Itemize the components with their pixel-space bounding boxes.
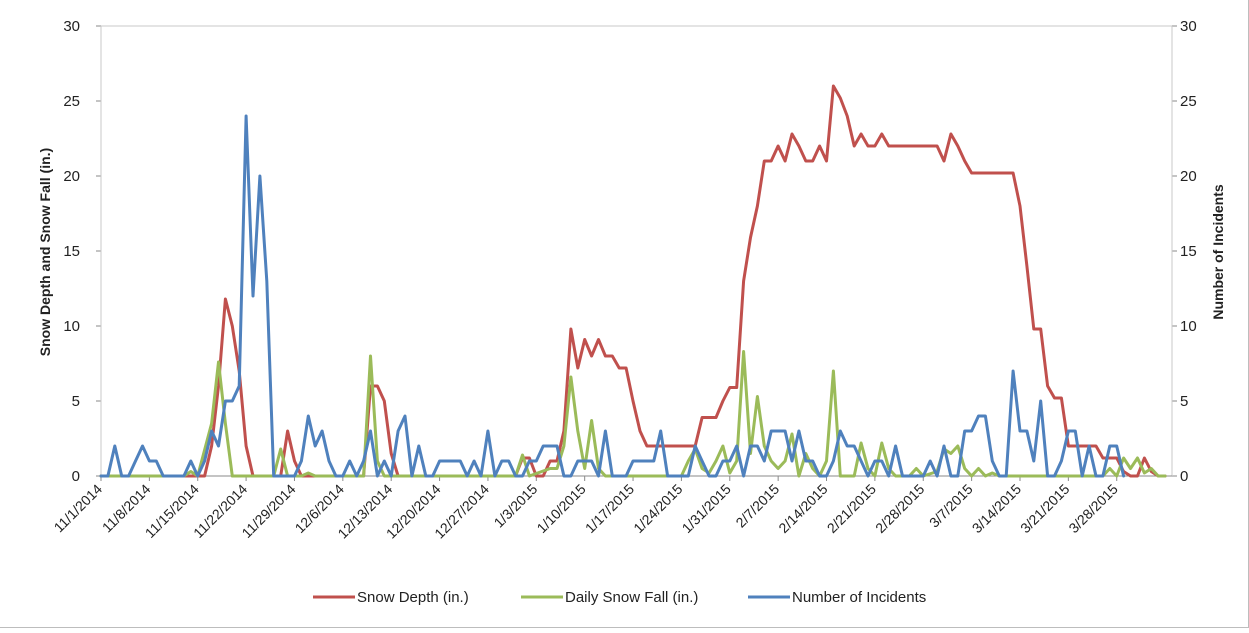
y-right-tick-label: 0 [1180,468,1188,485]
x-tick-label: 1/17/2015 [582,481,638,537]
legend-label: Snow Depth (in.) [357,589,469,606]
x-tick-label: 1/31/2015 [679,481,735,537]
x-tick-label: 3/7/2015 [926,481,976,531]
x-tick-label: 3/28/2015 [1065,481,1121,537]
y-left-tick-label: 0 [72,468,80,485]
y-axis-left-title: Snow Depth and Snow Fall (in.) [37,148,53,356]
x-tick-label: 2/14/2015 [775,481,831,537]
x-tick-label: 2/21/2015 [824,481,880,537]
y-right-tick-label: 10 [1180,318,1197,335]
y-left-tick-label: 5 [72,393,80,410]
x-tick-label: 1/10/2015 [533,481,589,537]
y-right-tick-label: 5 [1180,393,1188,410]
x-tick-label: 2/7/2015 [732,481,782,531]
x-tick-label: 1/24/2015 [630,481,686,537]
y-right-tick-label: 30 [1180,18,1197,35]
y-left-tick-label: 25 [63,93,80,110]
x-tick-label: 2/28/2015 [872,481,928,537]
y-left-tick-label: 30 [63,18,80,35]
y-axis-right-title: Number of Incidents [1210,184,1226,320]
y-left-tick-label: 10 [63,318,80,335]
series-line-2 [99,114,1126,478]
y-left-tick-label: 15 [63,243,80,260]
y-right-tick-label: 20 [1180,168,1197,185]
legend: Snow Depth (in.) Daily Snow Fall (in.) Num… [313,589,926,606]
x-tick-label: 3/21/2015 [1017,481,1073,537]
x-tick-label: 3/14/2015 [969,481,1025,537]
y-right-tick-label: 15 [1180,243,1197,260]
legend-label: Number of Incidents [792,589,926,606]
y-axis-left-ticks: 0 5 10 15 20 25 30 [63,18,101,485]
series-line-0 [99,84,1167,478]
y-axis-right-ticks: 0 5 10 15 20 25 30 [1172,18,1197,485]
series-line-1 [99,350,1167,478]
y-left-tick-label: 20 [63,168,80,185]
y-right-tick-label: 25 [1180,93,1197,110]
legend-label: Daily Snow Fall (in.) [565,589,698,606]
x-tick-label: 11/1/2014 [50,481,105,536]
x-tick-label: 1/3/2015 [491,481,541,531]
x-axis-ticks: 11/1/201411/8/201411/15/201411/22/201411… [50,476,1121,542]
series-layer [99,84,1167,478]
